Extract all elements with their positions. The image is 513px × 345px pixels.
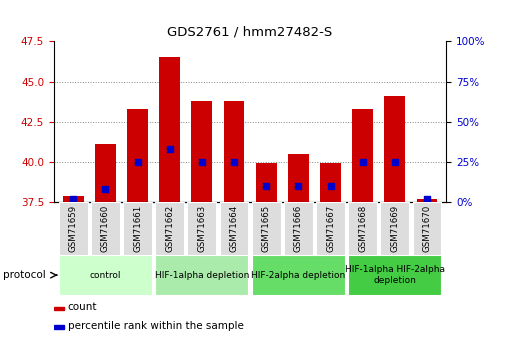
- Bar: [284, 202, 313, 255]
- Bar: [123, 202, 152, 255]
- Text: HIF-2alpha depletion: HIF-2alpha depletion: [251, 270, 345, 280]
- Point: [423, 197, 431, 202]
- Bar: [58, 202, 88, 255]
- Bar: [348, 255, 442, 295]
- Text: GSM71669: GSM71669: [390, 205, 399, 252]
- Bar: [252, 255, 345, 295]
- Bar: [58, 255, 152, 295]
- Text: GSM71659: GSM71659: [69, 205, 77, 252]
- Bar: [155, 255, 248, 295]
- Bar: [384, 96, 405, 202]
- Bar: [380, 202, 409, 255]
- Bar: [417, 199, 438, 202]
- Text: GSM71664: GSM71664: [229, 205, 239, 252]
- Text: GSM71667: GSM71667: [326, 205, 335, 252]
- Text: count: count: [68, 302, 97, 312]
- Text: GSM71660: GSM71660: [101, 205, 110, 252]
- Bar: [320, 162, 341, 202]
- Point: [359, 159, 367, 165]
- Title: GDS2761 / hmm27482-S: GDS2761 / hmm27482-S: [167, 26, 333, 39]
- Point: [230, 159, 238, 165]
- Bar: [63, 196, 84, 202]
- Text: HIF-1alpha depletion: HIF-1alpha depletion: [154, 270, 249, 280]
- Text: GSM71665: GSM71665: [262, 205, 271, 252]
- Point: [294, 183, 303, 189]
- Bar: [54, 325, 64, 329]
- Bar: [412, 202, 442, 255]
- Bar: [155, 202, 184, 255]
- Text: GSM71670: GSM71670: [423, 205, 431, 252]
- Text: GSM71663: GSM71663: [198, 205, 206, 252]
- Text: GSM71661: GSM71661: [133, 205, 142, 252]
- Bar: [252, 202, 281, 255]
- Bar: [127, 109, 148, 202]
- Bar: [348, 202, 377, 255]
- Bar: [91, 202, 120, 255]
- Bar: [224, 101, 245, 202]
- Bar: [159, 57, 180, 202]
- Bar: [191, 101, 212, 202]
- Text: HIF-1alpha HIF-2alpha
depletion: HIF-1alpha HIF-2alpha depletion: [345, 265, 445, 285]
- Bar: [187, 202, 216, 255]
- Text: GSM71666: GSM71666: [294, 205, 303, 252]
- Point: [391, 159, 399, 165]
- Text: protocol: protocol: [3, 270, 45, 280]
- Point: [69, 197, 77, 202]
- Bar: [95, 144, 116, 202]
- Bar: [255, 162, 277, 202]
- Point: [198, 159, 206, 165]
- Point: [166, 146, 174, 152]
- Bar: [54, 306, 64, 310]
- Bar: [316, 202, 345, 255]
- Bar: [352, 109, 373, 202]
- Bar: [220, 202, 248, 255]
- Point: [326, 183, 334, 189]
- Text: GSM71668: GSM71668: [358, 205, 367, 252]
- Text: percentile rank within the sample: percentile rank within the sample: [68, 321, 244, 331]
- Point: [133, 159, 142, 165]
- Bar: [288, 155, 309, 202]
- Point: [262, 183, 270, 189]
- Text: GSM71662: GSM71662: [165, 205, 174, 252]
- Text: control: control: [90, 270, 121, 280]
- Point: [101, 186, 109, 192]
